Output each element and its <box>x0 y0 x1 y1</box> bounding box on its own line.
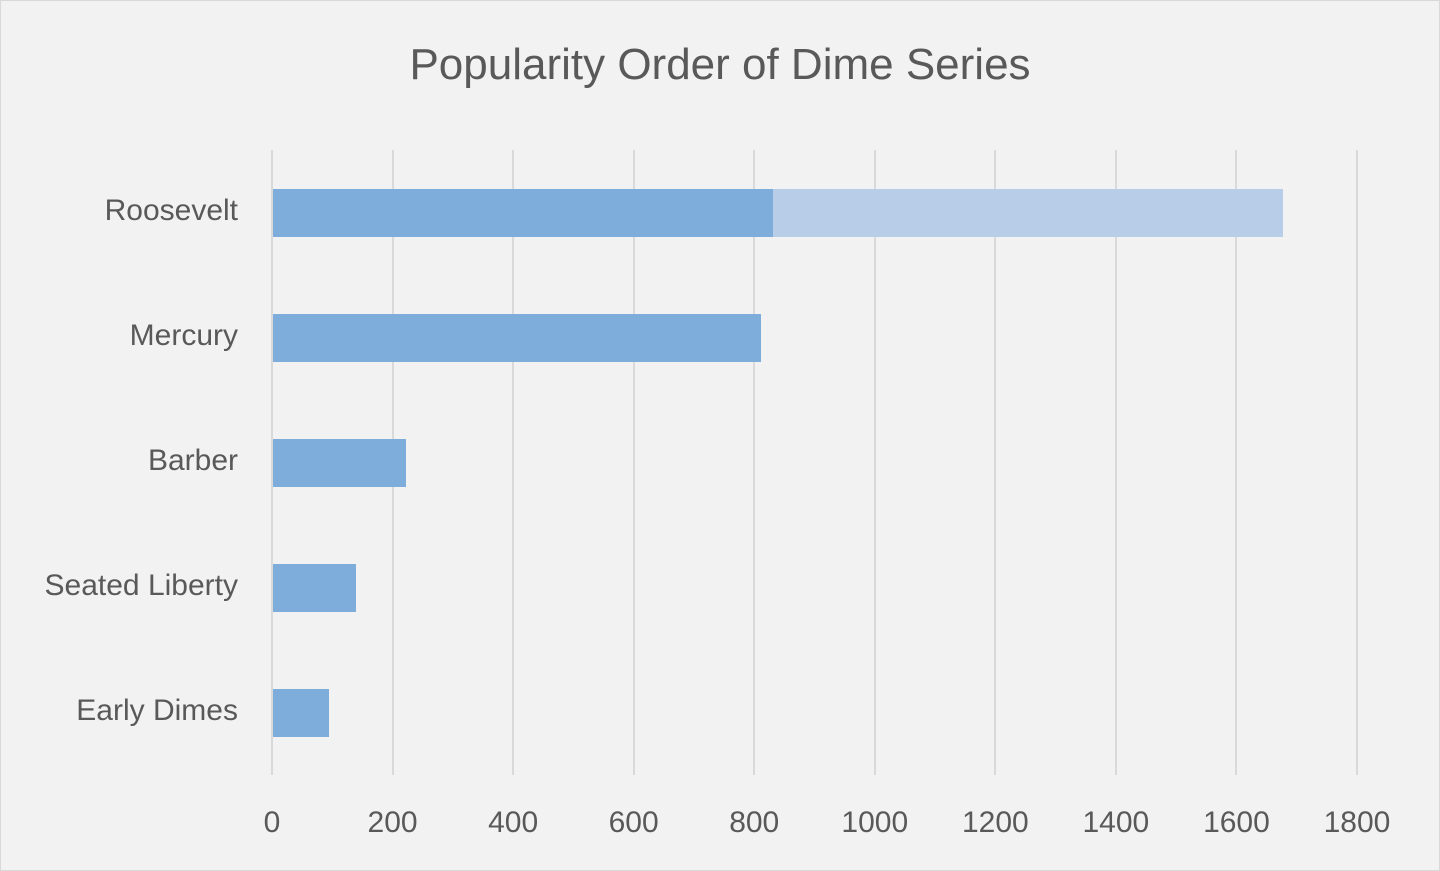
x-tick-label: 800 <box>729 806 780 839</box>
gridline <box>512 150 515 775</box>
bar <box>773 189 1283 237</box>
category-label: Early Dimes <box>76 694 238 727</box>
category-label: Seated Liberty <box>44 569 238 602</box>
category-label: Roosevelt <box>104 194 238 227</box>
bar <box>273 439 406 487</box>
x-tick-label: 0 <box>263 806 281 839</box>
x-tick-label: 1200 <box>961 806 1029 839</box>
category-label: Mercury <box>129 319 238 352</box>
bar <box>273 189 774 237</box>
gridline <box>1356 150 1358 775</box>
gridline <box>1235 150 1238 775</box>
gridline <box>632 150 635 775</box>
x-tick-label: 400 <box>488 806 539 839</box>
category-label: Barber <box>147 444 238 477</box>
x-tick-label: 1400 <box>1082 806 1150 839</box>
x-tick-label: 1800 <box>1323 806 1391 839</box>
gridline <box>873 150 876 775</box>
chart-title: Popularity Order of Dime Series <box>409 40 1031 89</box>
x-tick-label: 600 <box>608 806 659 839</box>
bar <box>273 314 762 362</box>
gridline <box>753 150 756 775</box>
gridline <box>994 150 997 775</box>
x-tick-label: 1000 <box>841 806 909 839</box>
plot-area <box>271 150 1358 775</box>
gridline <box>1114 150 1117 775</box>
gridline <box>271 150 273 775</box>
bar <box>273 564 357 612</box>
bar <box>273 689 330 737</box>
x-tick-label: 1600 <box>1203 806 1270 839</box>
x-tick-label: 200 <box>367 806 418 839</box>
